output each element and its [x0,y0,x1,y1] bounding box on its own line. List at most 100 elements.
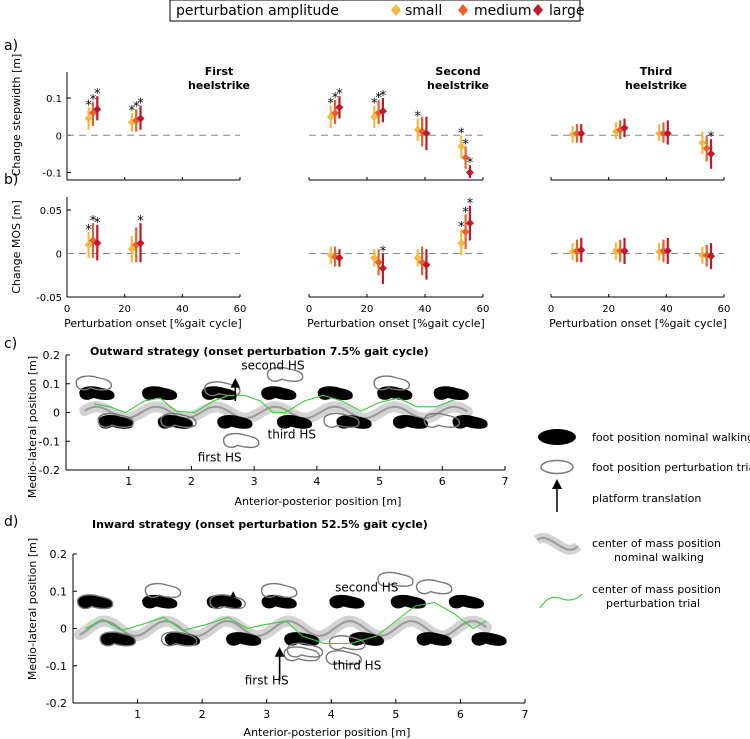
legend-box [169,0,581,22]
perturbed-foot [204,381,241,397]
title-first-hs-1: First [205,65,234,78]
marker-small [611,246,620,255]
y-tick-label: 0.2 [43,349,61,362]
nominal-foot [452,414,488,429]
x-tick-label: 2 [188,475,195,488]
x-tick-label: 0 [306,304,312,315]
perturbed-foot [160,412,197,428]
significance-mark: * [458,220,465,235]
perturbed-foot [323,412,360,428]
nominal-foot [284,632,320,646]
perturbed-foot [160,631,198,647]
title-second-hs-2: heelstrike [427,79,489,92]
nominal-foot [142,594,178,609]
nominal-foot [157,414,193,429]
x-tick-label: 5 [376,475,383,488]
nominal-foot [336,414,372,429]
xlabel-ap-c: Anterior-posterior position [m] [235,495,402,508]
legend-marker-small [391,4,401,16]
subplot-a-3: * [550,118,725,181]
platform-arrow-head [274,647,285,657]
nominal-foot [448,594,485,609]
x-tick-label: 20 [361,304,374,315]
perturbed-foot [76,594,114,610]
significance-mark: * [94,87,101,102]
y-tick-label: 0 [53,407,60,420]
y-tick-label: 0.1 [46,94,62,105]
perturbed-foot [144,582,182,599]
x-tick-label: 60 [477,304,490,315]
marker-small [370,253,379,262]
perturbed-foot [325,650,363,666]
marker-large [577,246,586,255]
marker-small [698,251,707,260]
significance-mark: * [708,130,715,145]
y-tick-label: 0 [56,250,62,261]
heelstrike-annotation: first HS [198,450,242,464]
marker-large [378,107,387,116]
y-tick-label: 0 [56,131,62,142]
significance-mark: * [328,97,335,112]
y-tick-label: -0.1 [39,435,60,448]
panel-label-d: d) [4,514,18,530]
significance-mark: * [462,205,469,220]
significance-mark: * [129,104,136,119]
y-tick-label: 0.1 [43,378,61,391]
heelstrike-annotation: first HS [245,673,289,687]
key-com-perturbed-label-2: perturbation trial [606,597,700,610]
marker-medium [461,153,470,162]
nominal-foot [142,386,178,400]
key-com-nominal-label-2: nominal walking [614,551,704,564]
marker-medium [659,246,668,255]
marker-small [457,142,466,151]
heelstrike-annotation: third HS [268,427,316,441]
marker-large [663,129,672,138]
significance-mark: * [336,87,343,102]
nominal-foot [392,414,429,429]
panel-d: -0.2 -0.1 0 0.1 0.2 1 2 3 4 5 6 7 second HS third HS f… [46,548,529,721]
panel-label-b: b) [4,172,18,188]
significance-mark: * [458,126,465,141]
marker-large [707,149,716,158]
significance-mark: * [415,110,422,125]
marker-medium [88,108,97,117]
nominal-foot [261,386,297,400]
key-perturbed-foot-label: foot position perturbation trial [592,461,750,474]
legend-label-medium: medium [474,3,532,19]
marker-large [136,239,145,248]
marker-large [707,252,716,261]
y-tick-label: 0.1 [50,585,68,598]
perturbed-foot [283,646,321,662]
marker-large [422,260,431,269]
com-perturbed-line [85,601,487,644]
marker-large [93,239,102,248]
nominal-foot [433,386,469,400]
significance-mark: * [133,100,140,115]
ylabel-ml-c: Medio-lateral position [m] [26,356,39,498]
marker-medium [616,246,625,255]
marker-small [127,245,136,254]
panel-label-c: c) [4,336,17,352]
ylabel-stepwidth: Change stepwidth [m] [10,54,23,177]
significance-mark: * [467,197,474,212]
marker-large [335,253,344,262]
nominal-foot [217,414,253,429]
x-tick-label: 20 [602,304,615,315]
marker-medium [374,258,383,267]
perturbed-foot [260,582,298,599]
heelstrike-annotation: second HS [335,580,398,594]
marker-small [84,114,93,123]
x-tick-label: 2 [199,708,206,721]
marker-large [465,219,474,228]
significance-mark: * [137,214,144,229]
legend-label-small: small [405,3,442,19]
subplot-a-2: * **** *** ** [308,87,484,181]
y-tick-label: -0.2 [39,464,60,477]
title-inward: Inward strategy (onset perturbation 52.5… [92,518,428,531]
y-tick-label: 0.2 [50,548,68,561]
x-tick-label: 4 [313,475,320,488]
nominal-foot [317,386,353,400]
x-tick-label: 40 [176,304,189,315]
